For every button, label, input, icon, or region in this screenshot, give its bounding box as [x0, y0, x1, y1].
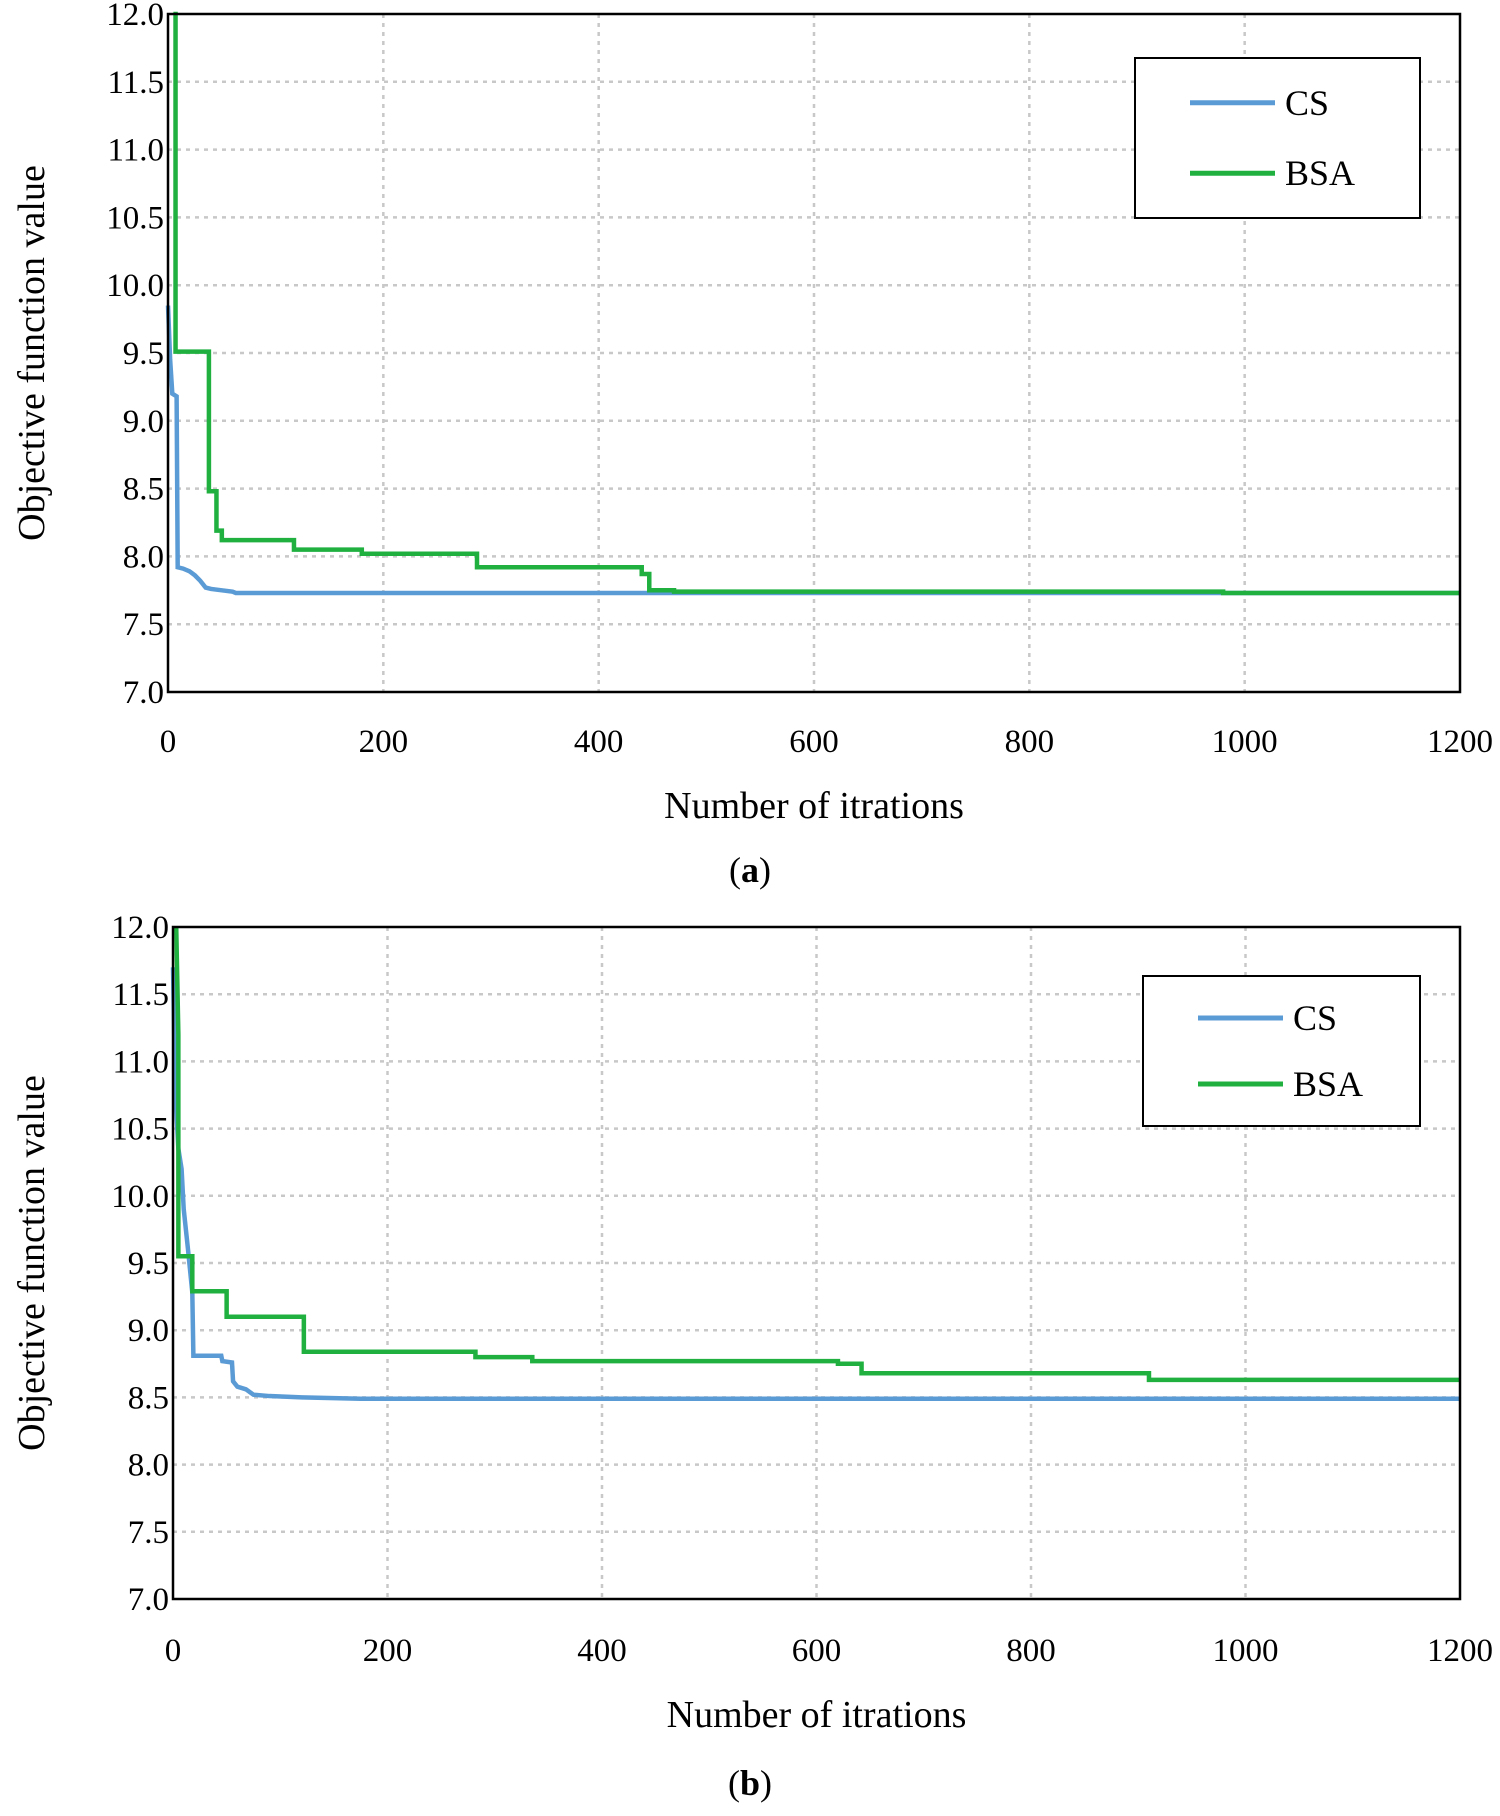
- caption-close-paren: ): [760, 1763, 772, 1803]
- caption-letter: b: [740, 1763, 760, 1803]
- y-tick-label: 8.0: [128, 1448, 169, 1484]
- y-tick-label: 10.5: [106, 200, 164, 236]
- x-tick-label: 600: [789, 724, 839, 760]
- y-tick-label: 11.5: [112, 977, 169, 1013]
- y-tick-label: 8.5: [128, 1380, 169, 1416]
- y-tick-label: 7.5: [128, 1515, 169, 1551]
- x-axis-title: Number of itrations: [667, 1694, 967, 1736]
- y-tick-label: 7.5: [123, 607, 164, 643]
- legend-box: [1142, 975, 1421, 1127]
- y-tick-label: 10.0: [111, 1179, 169, 1215]
- x-tick-label: 1200: [1427, 724, 1493, 760]
- caption-open-paren: (: [728, 1763, 740, 1803]
- series-line-cs: [170, 967, 1460, 1401]
- x-axis-title: Number of itrations: [664, 785, 964, 827]
- chart-a: 7.0 7.5 8.0 8.5 9.0 9.5 10.0 10.5 11.0 11.5 12.0 0 2…: [11, 0, 1493, 890]
- y-axis-title: Objective function value: [11, 165, 53, 541]
- caption-letter: a: [741, 850, 759, 890]
- x-tick-label: 800: [1006, 1633, 1056, 1669]
- legend-label-cs: CS: [1285, 83, 1329, 123]
- y-tick-label: 11.0: [107, 133, 164, 169]
- legend-box: [1134, 57, 1421, 219]
- legend: CS BSA: [1134, 57, 1421, 219]
- legend-label-cs: CS: [1293, 998, 1337, 1038]
- x-tick-label: 1200: [1427, 1633, 1493, 1669]
- y-tick-label: 11.5: [107, 65, 164, 101]
- x-tick-label: 200: [363, 1633, 413, 1669]
- series-line-bsa: [173, 11, 1460, 596]
- x-tick-label: 0: [160, 724, 177, 760]
- y-tick-label: 11.0: [112, 1044, 169, 1080]
- y-axis-title: Objective function value: [11, 1075, 53, 1451]
- legend-label-bsa: BSA: [1285, 153, 1355, 193]
- y-tick-label: 10.0: [106, 268, 164, 304]
- y-tick-label: 12.0: [106, 0, 164, 33]
- x-tick-label: 1000: [1212, 724, 1278, 760]
- figure-caption: (b): [728, 1763, 772, 1803]
- y-tick-label: 10.5: [111, 1112, 169, 1148]
- x-tick-label: 1000: [1213, 1633, 1279, 1669]
- y-tick-label: 7.0: [128, 1582, 169, 1618]
- legend: CS BSA: [1142, 975, 1421, 1127]
- y-tick-label: 8.0: [123, 539, 164, 575]
- caption-close-paren: ): [759, 850, 771, 890]
- caption-open-paren: (: [729, 850, 741, 890]
- y-tick-label: 9.0: [123, 404, 164, 440]
- y-tick-label: 9.0: [128, 1313, 169, 1349]
- x-tick-label: 400: [577, 1633, 627, 1669]
- legend-label-bsa: BSA: [1293, 1064, 1363, 1104]
- plot-area-frame: [166, 12, 1462, 694]
- y-tick-label: 12.0: [111, 910, 169, 946]
- series-line-bsa: [173, 926, 1460, 1383]
- figure-caption: (a): [729, 850, 771, 890]
- x-axis-ticks: 0 200 400 600 800 1000 1200: [165, 1633, 1493, 1669]
- x-tick-label: 0: [165, 1633, 182, 1669]
- y-axis-ticks: 7.0 7.5 8.0 8.5 9.0 9.5 10.0 10.5 11.0 11.5 12.0: [106, 0, 164, 711]
- x-tick-label: 600: [792, 1633, 842, 1669]
- y-tick-label: 7.0: [123, 675, 164, 711]
- x-axis-ticks: 0 200 400 600 800 1000 1200: [160, 724, 1493, 760]
- x-tick-label: 800: [1005, 724, 1055, 760]
- x-tick-label: 200: [359, 724, 409, 760]
- y-tick-label: 8.5: [123, 472, 164, 508]
- y-tick-label: 9.5: [128, 1246, 169, 1282]
- y-tick-label: 9.5: [123, 336, 164, 372]
- x-tick-label: 400: [574, 724, 624, 760]
- y-axis-ticks: 7.0 7.5 8.0 8.5 9.0 9.5 10.0 10.5 11.0 11.5 12.0: [111, 910, 169, 1618]
- plot-area-frame: [171, 925, 1462, 1601]
- series-line-cs: [165, 305, 1460, 596]
- chart-b: 7.0 7.5 8.0 8.5 9.0 9.5 10.0 10.5 11.0 11.5 12.0 0 2…: [11, 910, 1493, 1803]
